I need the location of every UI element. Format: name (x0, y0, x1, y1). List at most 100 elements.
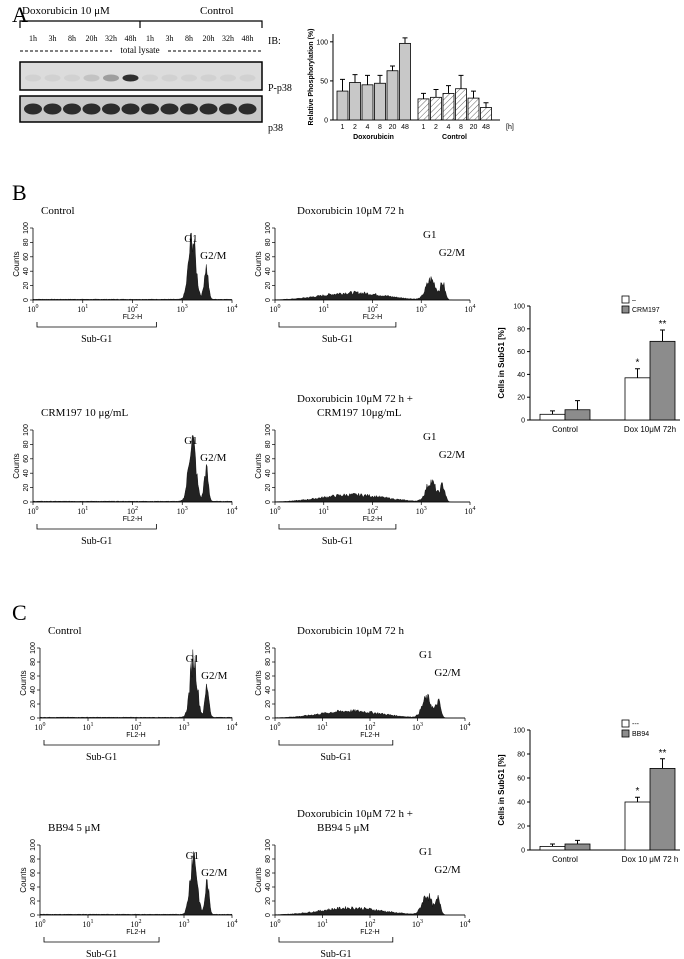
x-tick-label: Control (552, 425, 578, 434)
x-tick-label: 8 (378, 124, 382, 131)
x-tick-base: 10 (227, 723, 235, 732)
bar (386, 70, 399, 121)
x-axis-label: FL2-H (123, 516, 142, 523)
blot-row-label: p38 (268, 123, 283, 134)
group-label: Doxorubicin (353, 134, 394, 141)
error-bar (575, 400, 580, 410)
blot-band (25, 74, 41, 82)
x-tick-label: 20 (389, 124, 397, 131)
error-bar (352, 74, 358, 83)
error-bar (660, 758, 665, 769)
x-tick-label: 104 (227, 919, 238, 929)
y-tick-label: 60 (30, 869, 37, 877)
x-tick-label: 103 (177, 304, 188, 314)
x-tick-exponent: 4 (235, 722, 238, 728)
annotation: * (636, 786, 640, 797)
ib-label: IB: (268, 36, 281, 47)
x-tick-exponent: 2 (373, 919, 376, 925)
error-bar (550, 843, 555, 847)
blot-band (160, 103, 179, 115)
blot-band (43, 103, 62, 115)
x-tick-exponent: 1 (91, 919, 94, 925)
x-tick-exponent: 0 (36, 304, 39, 310)
annotation: * (636, 358, 640, 369)
y-tick-label: 100 (265, 424, 272, 436)
bar (361, 84, 374, 121)
x-tick-exponent: 0 (278, 304, 281, 310)
gate-label: Sub-G1 (322, 334, 353, 345)
blot-band (121, 103, 140, 115)
gate-bracket (36, 322, 157, 328)
x-tick-exponent: 1 (326, 506, 329, 512)
x-tick-base: 10 (177, 305, 185, 314)
y-tick-label: 0 (265, 716, 272, 720)
x-axis-label: FL2-H (360, 929, 379, 936)
x-tick-exponent: 4 (468, 722, 471, 728)
blot-band (24, 103, 42, 115)
lysate-label: total lysate (120, 45, 159, 55)
bar-hatch (443, 93, 454, 120)
x-tick-base: 10 (83, 723, 91, 732)
peak-label: G1 (423, 229, 436, 241)
blot-band (199, 103, 218, 115)
peak-label: G2/M (439, 449, 466, 461)
panel-label: B (12, 180, 27, 205)
blot-group-label: Doxorubicin 10 μM (22, 5, 110, 17)
bar (399, 42, 411, 121)
y-tick-label: 0 (30, 913, 37, 917)
y-tick-label: 100 (30, 839, 37, 851)
y-tick-label: 100 (265, 222, 272, 234)
y-axis-label: Counts (254, 867, 263, 892)
blot-band (219, 103, 237, 115)
x-tick-label: 101 (318, 304, 329, 314)
x-tick-label: 104 (460, 722, 471, 732)
y-tick-label: 100 (23, 222, 30, 234)
plot-frame (32, 228, 232, 301)
blot-group-label: Control (200, 5, 234, 17)
x-tick-base: 10 (465, 507, 473, 516)
x-tick-exponent: 3 (185, 506, 188, 512)
x-tick-label: 102 (365, 919, 376, 929)
x-tick-exponent: 3 (187, 919, 190, 925)
x-tick-base: 10 (227, 507, 235, 516)
blot-band (83, 74, 100, 82)
y-tick-label: 100 (23, 424, 30, 436)
lane-label: 48h (242, 34, 254, 43)
panel-title: Control (48, 625, 82, 637)
x-tick-exponent: 2 (135, 304, 138, 310)
y-tick-label: 20 (265, 897, 272, 905)
histogram (32, 435, 233, 503)
x-tick-label: 48 (401, 124, 409, 131)
x-tick-label: 20 (470, 124, 478, 131)
peak-label: G1 (184, 435, 197, 447)
bar-hatch (468, 98, 479, 120)
x-tick-label: 104 (465, 304, 476, 314)
x-tick-label: 8 (459, 124, 463, 131)
y-tick-label: 100 (513, 728, 525, 735)
gate-label: Sub-G1 (322, 536, 353, 547)
gate-label: Sub-G1 (81, 334, 112, 345)
x-tick-exponent: 2 (375, 304, 378, 310)
histogram (39, 649, 233, 719)
y-tick-label: 40 (265, 267, 272, 275)
x-tick-exponent: 2 (375, 506, 378, 512)
x-tick-base: 10 (460, 920, 468, 929)
bar-hatch (430, 97, 442, 120)
x-tick-label: 1 (341, 124, 345, 131)
error-bar (635, 796, 640, 802)
x-tick-exponent: 2 (139, 722, 142, 728)
x-tick-base: 10 (412, 920, 420, 929)
lane-label: 20h (86, 34, 98, 43)
x-tick-exponent: 0 (36, 506, 39, 512)
annotation: ** (659, 319, 667, 330)
y-tick-label: 100 (265, 642, 272, 654)
bracket (19, 20, 263, 28)
y-tick-label: 0 (265, 913, 272, 917)
y-tick-label: 40 (23, 469, 30, 477)
x-tick-base: 10 (460, 723, 468, 732)
bar (539, 846, 566, 851)
x-tick-base: 10 (365, 723, 373, 732)
blot-band (181, 74, 197, 82)
peak-label: G2/M (434, 864, 461, 876)
